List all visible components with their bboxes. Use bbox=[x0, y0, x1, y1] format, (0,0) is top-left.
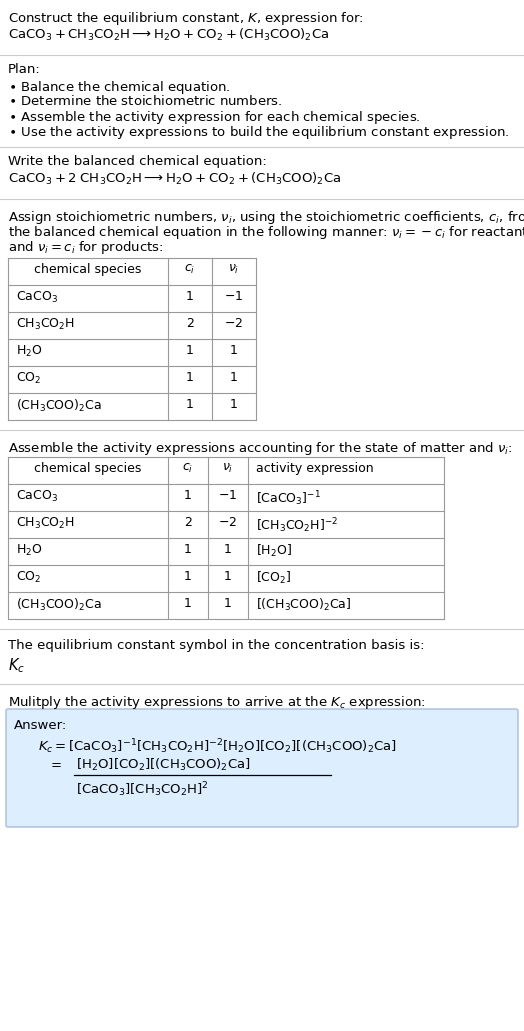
Text: The equilibrium constant symbol in the concentration basis is:: The equilibrium constant symbol in the c… bbox=[8, 639, 424, 652]
Text: $c_i$: $c_i$ bbox=[184, 263, 195, 276]
Text: $[\mathrm{CH_3CO_2H}]^{-2}$: $[\mathrm{CH_3CO_2H}]^{-2}$ bbox=[256, 516, 338, 535]
Text: 1: 1 bbox=[184, 489, 192, 502]
Text: and $\nu_i = c_i$ for products:: and $\nu_i = c_i$ for products: bbox=[8, 239, 163, 256]
Text: 1: 1 bbox=[224, 597, 232, 610]
Text: $\mathrm{CaCO_3 + 2\;CH_3CO_2H \longrightarrow H_2O + CO_2 + (CH_3COO)_2Ca}$: $\mathrm{CaCO_3 + 2\;CH_3CO_2H \longrigh… bbox=[8, 171, 341, 187]
Text: $\mathrm{CO_2}$: $\mathrm{CO_2}$ bbox=[16, 371, 41, 386]
Text: Write the balanced chemical equation:: Write the balanced chemical equation: bbox=[8, 155, 267, 168]
Text: $\nu_i$: $\nu_i$ bbox=[222, 462, 234, 475]
Text: 1: 1 bbox=[230, 371, 238, 384]
Text: $=$: $=$ bbox=[48, 757, 62, 770]
Text: $-1$: $-1$ bbox=[224, 290, 244, 303]
Text: $-1$: $-1$ bbox=[219, 489, 237, 502]
Text: $\bullet$ Balance the chemical equation.: $\bullet$ Balance the chemical equation. bbox=[8, 79, 231, 96]
Text: 2: 2 bbox=[184, 516, 192, 529]
Text: $\bullet$ Determine the stoichiometric numbers.: $\bullet$ Determine the stoichiometric n… bbox=[8, 94, 282, 108]
Text: $-2$: $-2$ bbox=[219, 516, 237, 529]
Text: $\mathrm{CO_2}$: $\mathrm{CO_2}$ bbox=[16, 570, 41, 586]
Text: $\mathrm{(CH_3COO)_2Ca}$: $\mathrm{(CH_3COO)_2Ca}$ bbox=[16, 597, 102, 613]
Text: $K_c = [\mathrm{CaCO_3}]^{-1}[\mathrm{CH_3CO_2H}]^{-2}[\mathrm{H_2O}][\mathrm{CO: $K_c = [\mathrm{CaCO_3}]^{-1}[\mathrm{CH… bbox=[38, 737, 397, 756]
Text: 1: 1 bbox=[186, 344, 194, 357]
Text: $[\mathrm{CaCO_3}][\mathrm{CH_3CO_2H}]^2$: $[\mathrm{CaCO_3}][\mathrm{CH_3CO_2H}]^2… bbox=[76, 780, 209, 799]
Text: $[(\mathrm{CH_3COO})_2\mathrm{Ca}]$: $[(\mathrm{CH_3COO})_2\mathrm{Ca}]$ bbox=[256, 597, 352, 613]
Text: the balanced chemical equation in the following manner: $\nu_i = -c_i$ for react: the balanced chemical equation in the fo… bbox=[8, 224, 524, 241]
Text: 1: 1 bbox=[184, 597, 192, 610]
Text: chemical species: chemical species bbox=[34, 263, 141, 276]
Text: Assemble the activity expressions accounting for the state of matter and $\nu_i$: Assemble the activity expressions accoun… bbox=[8, 440, 512, 457]
Text: $\mathrm{CaCO_3}$: $\mathrm{CaCO_3}$ bbox=[16, 489, 58, 504]
Text: 1: 1 bbox=[224, 570, 232, 583]
Text: $-2$: $-2$ bbox=[224, 317, 244, 330]
Text: $\mathrm{CaCO_3 + CH_3CO_2H \longrightarrow H_2O + CO_2 + (CH_3COO)_2Ca}$: $\mathrm{CaCO_3 + CH_3CO_2H \longrightar… bbox=[8, 27, 330, 43]
Text: $\mathrm{H_2O}$: $\mathrm{H_2O}$ bbox=[16, 543, 42, 558]
Text: 1: 1 bbox=[186, 290, 194, 303]
Text: Answer:: Answer: bbox=[14, 719, 67, 732]
Text: activity expression: activity expression bbox=[256, 462, 374, 475]
Text: 1: 1 bbox=[184, 570, 192, 583]
Text: $\mathrm{CH_3CO_2H}$: $\mathrm{CH_3CO_2H}$ bbox=[16, 317, 75, 332]
Text: $\mathrm{(CH_3COO)_2Ca}$: $\mathrm{(CH_3COO)_2Ca}$ bbox=[16, 398, 102, 414]
Text: $K_c$: $K_c$ bbox=[8, 656, 25, 674]
Text: 1: 1 bbox=[184, 543, 192, 556]
Text: 1: 1 bbox=[224, 543, 232, 556]
Text: Assign stoichiometric numbers, $\nu_i$, using the stoichiometric coefficients, $: Assign stoichiometric numbers, $\nu_i$, … bbox=[8, 209, 524, 226]
Text: 1: 1 bbox=[230, 344, 238, 357]
Text: $[\mathrm{CO_2}]$: $[\mathrm{CO_2}]$ bbox=[256, 570, 291, 586]
Text: $[\mathrm{CaCO_3}]^{-1}$: $[\mathrm{CaCO_3}]^{-1}$ bbox=[256, 489, 321, 507]
Text: Plan:: Plan: bbox=[8, 63, 41, 76]
Text: $\mathrm{CaCO_3}$: $\mathrm{CaCO_3}$ bbox=[16, 290, 58, 305]
Text: 1: 1 bbox=[186, 371, 194, 384]
Text: $\mathrm{CH_3CO_2H}$: $\mathrm{CH_3CO_2H}$ bbox=[16, 516, 75, 531]
Text: $c_i$: $c_i$ bbox=[182, 462, 194, 475]
Text: $\nu_i$: $\nu_i$ bbox=[228, 263, 239, 276]
Text: Construct the equilibrium constant, $K$, expression for:: Construct the equilibrium constant, $K$,… bbox=[8, 10, 364, 27]
Text: Mulitply the activity expressions to arrive at the $K_c$ expression:: Mulitply the activity expressions to arr… bbox=[8, 694, 426, 711]
Text: chemical species: chemical species bbox=[34, 462, 141, 475]
Text: 2: 2 bbox=[186, 317, 194, 330]
Text: $[\mathrm{H_2O}]$: $[\mathrm{H_2O}]$ bbox=[256, 543, 292, 559]
Text: 1: 1 bbox=[186, 398, 194, 411]
Text: $\bullet$ Assemble the activity expression for each chemical species.: $\bullet$ Assemble the activity expressi… bbox=[8, 109, 421, 126]
Text: $\mathrm{H_2O}$: $\mathrm{H_2O}$ bbox=[16, 344, 42, 359]
FancyBboxPatch shape bbox=[6, 709, 518, 827]
Text: $\bullet$ Use the activity expressions to build the equilibrium constant express: $\bullet$ Use the activity expressions t… bbox=[8, 124, 509, 141]
Text: 1: 1 bbox=[230, 398, 238, 411]
Text: $[\mathrm{H_2O}][\mathrm{CO_2}][(\mathrm{CH_3COO})_2\mathrm{Ca}]$: $[\mathrm{H_2O}][\mathrm{CO_2}][(\mathrm… bbox=[76, 757, 250, 773]
